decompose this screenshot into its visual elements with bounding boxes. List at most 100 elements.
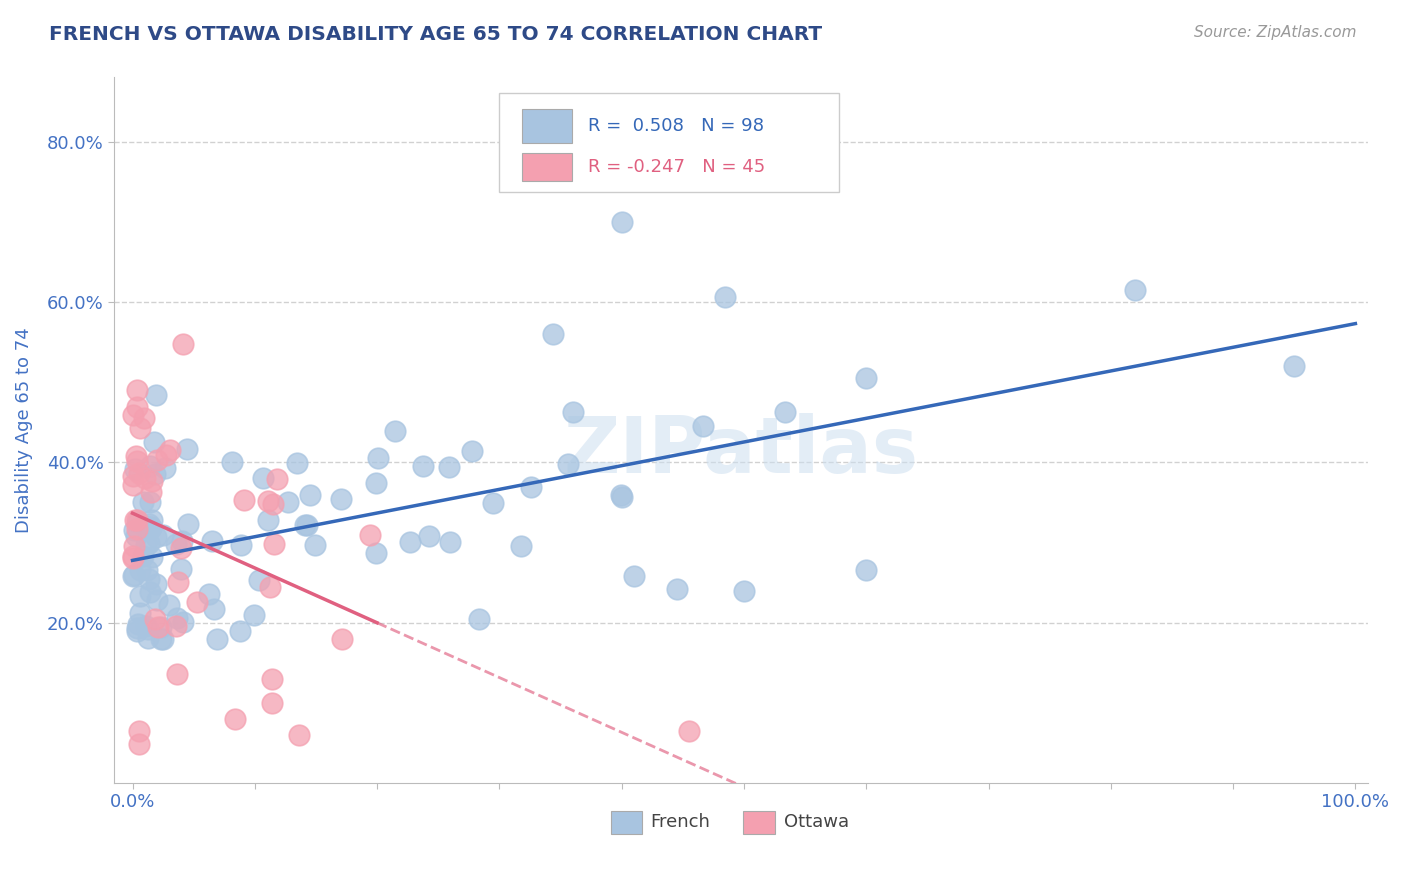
Point	[125, 529, 148, 543]
Point	[159, 442, 181, 457]
Point	[229, 538, 252, 552]
Point	[202, 601, 225, 615]
Point	[298, 488, 321, 502]
Point	[177, 516, 200, 531]
Point	[461, 444, 484, 458]
Point	[384, 424, 406, 438]
Point	[544, 77, 567, 91]
Point	[205, 632, 228, 646]
Point	[678, 723, 700, 738]
Point	[399, 534, 422, 549]
Point	[330, 632, 353, 647]
Point	[139, 521, 162, 535]
Point	[262, 497, 284, 511]
Point	[121, 568, 143, 582]
Point	[855, 564, 877, 578]
Point	[541, 326, 564, 341]
Point	[262, 672, 284, 686]
Point	[359, 527, 381, 541]
Point	[141, 513, 163, 527]
Point	[122, 568, 145, 582]
Text: ZIPatlas: ZIPatlas	[564, 413, 918, 490]
Point	[146, 593, 169, 607]
Point	[135, 538, 157, 552]
Text: R = -0.247   N = 45: R = -0.247 N = 45	[588, 158, 765, 176]
Point	[510, 539, 533, 553]
Y-axis label: Disability Age 65 to 74: Disability Age 65 to 74	[15, 327, 32, 533]
Point	[773, 405, 796, 419]
FancyBboxPatch shape	[499, 93, 838, 193]
Point	[364, 546, 387, 560]
Point	[157, 598, 180, 612]
Point	[138, 517, 160, 532]
Point	[229, 624, 252, 639]
Point	[224, 712, 246, 726]
Point	[125, 449, 148, 463]
Point	[437, 459, 460, 474]
Point	[122, 550, 145, 565]
Point	[139, 584, 162, 599]
Point	[136, 520, 159, 534]
Point	[294, 517, 316, 532]
Point	[138, 631, 160, 645]
Text: French: French	[651, 814, 710, 831]
Point	[125, 401, 148, 415]
Point	[127, 383, 149, 397]
Point	[127, 516, 149, 530]
Point	[152, 528, 174, 542]
Point	[141, 485, 163, 500]
Point	[259, 580, 281, 594]
Point	[557, 458, 579, 472]
Point	[186, 595, 208, 609]
Point	[124, 462, 146, 476]
Point	[367, 451, 389, 466]
Point	[122, 523, 145, 537]
Point	[153, 461, 176, 475]
Point	[252, 471, 274, 485]
Point	[125, 454, 148, 468]
Point	[122, 478, 145, 492]
FancyBboxPatch shape	[522, 109, 572, 143]
Text: FRENCH VS OTTAWA DISABILITY AGE 65 TO 74 CORRELATION CHART: FRENCH VS OTTAWA DISABILITY AGE 65 TO 74…	[49, 25, 823, 44]
Point	[165, 618, 187, 632]
Point	[128, 466, 150, 480]
Point	[257, 513, 280, 527]
Point	[127, 617, 149, 632]
Point	[128, 737, 150, 751]
Point	[150, 632, 173, 646]
Point	[232, 493, 254, 508]
Point	[287, 456, 309, 470]
Point	[138, 622, 160, 636]
Point	[125, 522, 148, 536]
Point	[135, 619, 157, 633]
Point	[141, 475, 163, 489]
Point	[145, 530, 167, 544]
Point	[128, 589, 150, 603]
Point	[132, 411, 155, 425]
Point	[855, 371, 877, 385]
Point	[467, 612, 489, 626]
Point	[166, 667, 188, 681]
Point	[138, 572, 160, 586]
Point	[364, 475, 387, 490]
Point	[172, 336, 194, 351]
Point	[138, 536, 160, 550]
Point	[166, 611, 188, 625]
Point	[520, 480, 543, 494]
Point	[170, 541, 193, 555]
FancyBboxPatch shape	[744, 811, 775, 834]
Point	[155, 448, 177, 462]
Point	[1123, 283, 1146, 297]
Point	[145, 577, 167, 591]
Point	[266, 472, 288, 486]
Point	[129, 606, 152, 620]
Point	[125, 624, 148, 639]
Point	[172, 615, 194, 629]
Point	[125, 621, 148, 635]
FancyBboxPatch shape	[522, 153, 572, 181]
Point	[412, 458, 434, 473]
Point	[132, 495, 155, 509]
Point	[129, 420, 152, 434]
Point	[121, 408, 143, 422]
Point	[439, 535, 461, 549]
